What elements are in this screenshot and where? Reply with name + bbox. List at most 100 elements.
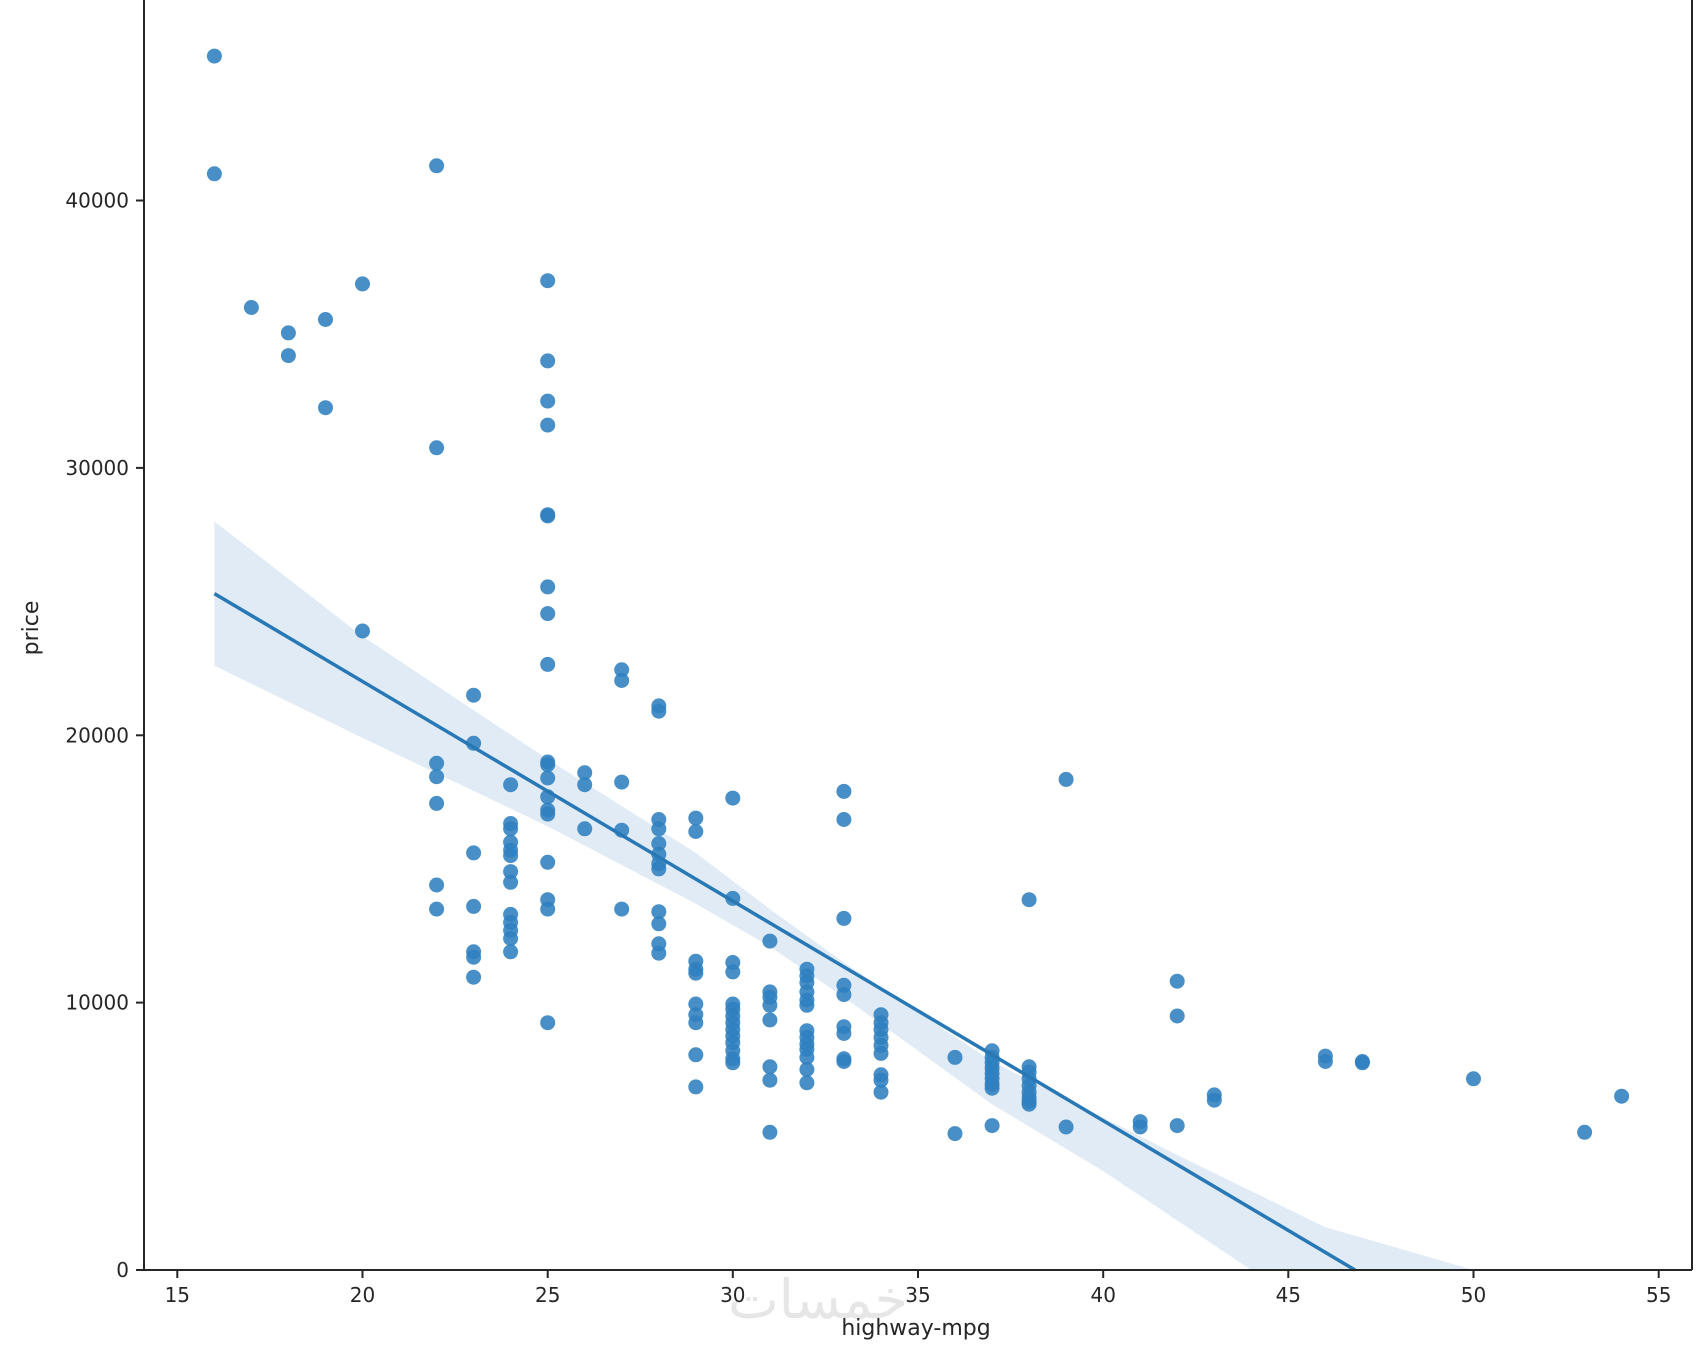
scatter-points-layer [206, 48, 1630, 1142]
scatter-point [651, 703, 667, 719]
scatter-point [540, 757, 556, 773]
y-axis-ticks: 0 10000 20000 30000 40000 [65, 189, 144, 1282]
scatter-point [577, 765, 593, 781]
scatter-point [725, 790, 741, 806]
scatter-point [466, 969, 482, 985]
scatter-point [466, 898, 482, 914]
scatter-point [651, 821, 667, 837]
x-tick-label: 45 [1276, 1283, 1301, 1307]
y-tick-label: 0 [116, 1258, 129, 1282]
scatter-point [651, 836, 667, 851]
scatter-point [947, 1126, 963, 1142]
scatter-point [947, 1049, 963, 1065]
scatter-point [799, 1062, 815, 1077]
scatter-point [1021, 1096, 1037, 1112]
scatter-point [1466, 1071, 1481, 1087]
scatter-point [688, 824, 704, 839]
scatter-point [540, 656, 556, 672]
scatter-point [1058, 771, 1074, 787]
x-tick-label: 25 [535, 1283, 560, 1307]
scatter-point [762, 997, 778, 1013]
scatter-point [280, 348, 296, 364]
scatter-point [466, 687, 482, 703]
scatter-point [540, 393, 556, 409]
scatter-point [466, 845, 482, 861]
scatter-point [318, 400, 333, 416]
scatter-point [762, 1124, 778, 1140]
y-tick-label: 40000 [65, 189, 129, 213]
scatter-point [1577, 1124, 1593, 1140]
scatter-point [429, 877, 445, 893]
scatter-point [799, 1049, 815, 1065]
scatter-point [1132, 1119, 1148, 1135]
scatter-point [429, 769, 445, 785]
scatter-point [355, 623, 370, 639]
scatter-point [725, 964, 741, 980]
scatter-point [688, 965, 704, 981]
y-tick-label: 20000 [65, 723, 129, 747]
scatter-point [688, 810, 704, 826]
scatter-point [1206, 1092, 1222, 1108]
scatter-point [762, 1012, 778, 1028]
scatter-point [1058, 1119, 1074, 1135]
scatter-point [1354, 1055, 1370, 1071]
scatter-point [429, 158, 445, 174]
scatter-point [503, 864, 519, 880]
scatter-point [540, 353, 556, 369]
scatter-point [651, 861, 667, 877]
scatter-point [762, 933, 778, 949]
scatter-point [836, 812, 852, 827]
scatter-point [873, 1072, 889, 1088]
scatter-point [577, 777, 593, 793]
scatter-point [429, 901, 445, 917]
scatter-point [1169, 1008, 1185, 1024]
plot-area [206, 48, 1630, 1272]
y-axis-label: price [19, 601, 44, 656]
scatter-point [614, 901, 630, 917]
scatter-point [243, 300, 259, 315]
scatter-point [355, 276, 370, 292]
scatter-point [1169, 973, 1185, 989]
x-tick-label: 15 [165, 1283, 190, 1307]
scatter-point [984, 1080, 1000, 1096]
scatter-point [540, 417, 556, 433]
scatter-point [762, 1059, 778, 1075]
scatter-point [429, 440, 445, 456]
scatter-point [503, 821, 519, 837]
scatter-point [1614, 1088, 1630, 1104]
regression-line-layer [213, 592, 1356, 1272]
scatter-point [873, 1045, 889, 1061]
scatter-point [984, 1118, 1000, 1134]
scatter-point [206, 166, 222, 182]
scatter-point [540, 1015, 556, 1031]
scatter-point [540, 770, 556, 786]
scatter-point [688, 996, 704, 1012]
scatter-point [762, 1072, 778, 1088]
x-axis-ticks: 15 20 25 30 35 40 45 50 55 [165, 1270, 1671, 1307]
x-tick-label: 50 [1461, 1283, 1486, 1307]
scatter-point [614, 774, 630, 790]
x-tick-label: 40 [1090, 1283, 1115, 1307]
scatter-point [280, 325, 296, 341]
x-tick-label: 35 [905, 1283, 930, 1307]
scatter-point [206, 48, 222, 64]
scatter-point [540, 901, 556, 917]
scatter-point [688, 1047, 704, 1063]
scatter-point [614, 662, 630, 678]
regression-line [213, 592, 1356, 1272]
scatter-point [688, 1079, 704, 1095]
scatter-point [503, 777, 519, 793]
scatter-point [503, 944, 519, 960]
watermark: خمسات [728, 1268, 908, 1331]
scatter-point [1317, 1054, 1333, 1069]
x-tick-label: 30 [720, 1283, 745, 1307]
scatter-point [540, 606, 556, 622]
scatter-point [318, 312, 333, 327]
scatter-point [540, 806, 556, 822]
y-tick-label: 10000 [65, 991, 129, 1015]
scatter-point [799, 1075, 815, 1091]
scatter-point [540, 273, 556, 289]
scatter-point [651, 916, 667, 932]
scatter-point [836, 910, 852, 926]
x-axis-label: highway-mpg [841, 1316, 990, 1341]
